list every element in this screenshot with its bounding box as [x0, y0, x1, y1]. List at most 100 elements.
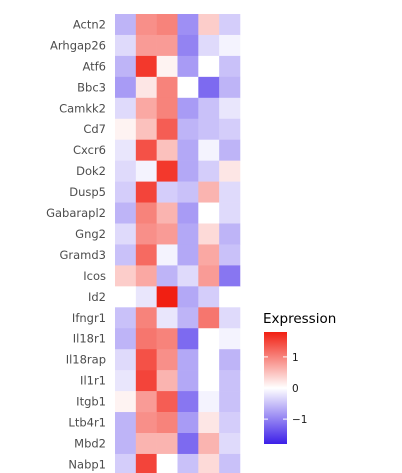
- heatmap-cell: [135, 181, 157, 203]
- row-label: Cxcr6: [73, 143, 106, 157]
- heatmap-cell: [156, 181, 178, 203]
- heatmap-cell: [177, 34, 199, 57]
- heatmap-cell: [156, 244, 178, 266]
- heatmap-cell: [198, 181, 220, 203]
- heatmap-cell: [177, 160, 199, 182]
- row-label: Camkk2: [59, 101, 106, 115]
- heatmap-cell: [177, 453, 199, 473]
- heatmap-cell: [198, 453, 220, 473]
- heatmap-cell: [198, 202, 220, 224]
- heatmap-cell: [219, 391, 241, 413]
- heatmap-cell: [115, 433, 137, 455]
- heatmap-cell: [115, 328, 137, 350]
- row-label: Nabp1: [68, 457, 106, 471]
- heatmap-cell: [156, 433, 178, 455]
- row-label: Il18r1: [73, 332, 106, 346]
- heatmap-cell: [177, 244, 199, 266]
- heatmap-cell: [177, 55, 199, 78]
- heatmap-cell: [177, 76, 199, 99]
- legend-tick-label: 1: [292, 352, 299, 364]
- heatmap-cell: [177, 307, 199, 329]
- heatmap-cell: [219, 139, 241, 161]
- heatmap-cell: [115, 202, 137, 224]
- heatmap-cell: [198, 328, 220, 350]
- heatmap-cell: [156, 14, 178, 36]
- heatmap-cell: [177, 370, 199, 392]
- heatmap-cell: [135, 391, 157, 413]
- row-label: Il18rap: [66, 353, 106, 367]
- heatmap-cell: [115, 265, 137, 287]
- heatmap-cell: [156, 97, 178, 120]
- heatmap-cell: [177, 265, 199, 287]
- row-label: Gng2: [75, 227, 106, 241]
- heatmap-cell: [135, 223, 157, 245]
- legend-title: Expression: [263, 311, 336, 327]
- heatmap-cell: [135, 97, 157, 120]
- heatmap-cell: [156, 55, 178, 78]
- heatmap-cell: [135, 139, 157, 161]
- heatmap-cell: [156, 412, 178, 434]
- heatmap-cell: [135, 202, 157, 224]
- heatmap-cell: [219, 244, 241, 266]
- heatmap-cell: [115, 160, 137, 182]
- heatmap-cell: [219, 349, 241, 371]
- heatmap-cell: [198, 118, 220, 140]
- heatmap-cell: [156, 349, 178, 371]
- heatmap-cell: [156, 202, 178, 224]
- heatmap-cell: [219, 181, 241, 203]
- heatmap-cell: [198, 97, 220, 120]
- heatmap-cell: [135, 265, 157, 287]
- heatmap-cell: [198, 412, 220, 434]
- heatmap-cell: [198, 370, 220, 392]
- row-label: Atf6: [82, 59, 106, 73]
- heatmap-cell: [135, 160, 157, 182]
- heatmap-cell: [115, 97, 137, 120]
- row-label: Ltb4r1: [68, 416, 106, 430]
- heatmap-cell: [219, 453, 241, 473]
- heatmap-cell: [219, 55, 241, 78]
- heatmap-cell: [135, 412, 157, 434]
- heatmap-cell: [156, 307, 178, 329]
- heatmap-cell: [177, 139, 199, 161]
- row-label: Itgb1: [76, 395, 106, 409]
- heatmap-cell: [219, 160, 241, 182]
- heatmap-cell: [219, 328, 241, 350]
- heatmap-cell: [198, 307, 220, 329]
- heatmap-cell: [219, 34, 241, 57]
- heatmap-cell: [156, 223, 178, 245]
- heatmap-cell: [219, 412, 241, 434]
- heatmap-cell: [135, 453, 157, 473]
- heatmap-cell: [198, 14, 220, 36]
- heatmap-cell: [115, 453, 137, 473]
- row-label: Arhgap26: [50, 38, 106, 52]
- heatmap-cell: [198, 349, 220, 371]
- heatmap-cell: [219, 433, 241, 455]
- heatmap-cell: [115, 370, 137, 392]
- row-label: Icos: [83, 269, 106, 283]
- heatmap-cell: [219, 118, 241, 140]
- heatmap-cell: [198, 433, 220, 455]
- heatmap-cell: [198, 265, 220, 287]
- row-label: Cd7: [83, 122, 106, 136]
- heatmap-cell: [135, 55, 157, 78]
- heatmap-cell: [115, 14, 137, 36]
- row-label: Ifngr1: [72, 311, 106, 325]
- heatmap-cell: [115, 181, 137, 203]
- heatmap-cell: [177, 202, 199, 224]
- heatmap-cell: [156, 160, 178, 182]
- legend-ticks: 1 0 −1: [264, 352, 307, 426]
- heatmap-cell: [219, 286, 241, 308]
- heatmap-cell: [156, 370, 178, 392]
- heatmap-cell: [177, 118, 199, 140]
- row-label: Actn2: [73, 18, 106, 32]
- heatmap-cell: [115, 34, 137, 57]
- row-label: Dusp5: [69, 185, 106, 199]
- heatmap-cell: [135, 370, 157, 392]
- heatmap-cell: [177, 286, 199, 308]
- heatmap-cell: [219, 202, 241, 224]
- row-label: Il1r1: [80, 374, 106, 388]
- heatmap-cell: [115, 76, 137, 99]
- heatmap-cell: [177, 391, 199, 413]
- heatmap-cell: [135, 349, 157, 371]
- heatmap-cell: [115, 307, 137, 329]
